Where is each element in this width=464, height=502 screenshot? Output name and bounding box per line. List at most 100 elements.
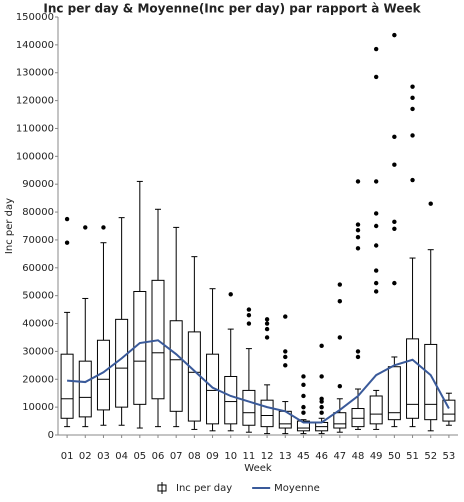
outlier: [264, 317, 270, 322]
x-tick-label: 06: [152, 451, 165, 462]
outlier: [101, 225, 106, 230]
box: [133, 290, 147, 405]
box: [187, 331, 201, 422]
x-tick-label: 47: [333, 451, 346, 462]
y-tick-label: 150000: [16, 12, 54, 23]
y-tick-label: 100000: [16, 151, 54, 162]
x-tick-label: 50: [388, 451, 401, 462]
outlier: [337, 282, 343, 287]
outlier: [355, 246, 361, 251]
y-tick-label: 20000: [22, 374, 54, 385]
x-tick-label: 09: [206, 451, 219, 462]
outlier: [319, 396, 324, 401]
y-tick-label: 130000: [16, 68, 54, 79]
y-tick-label: 30000: [22, 346, 54, 357]
x-tick-label: 46: [315, 451, 328, 462]
outlier: [392, 134, 397, 140]
outlier: [373, 211, 379, 216]
x-tick-label: 11: [243, 451, 256, 462]
outlier: [373, 280, 379, 286]
x-tick-label: 45: [297, 451, 310, 462]
outlier: [64, 240, 70, 245]
chart-title: Inc per day & Moyenne(Inc per day) par r…: [43, 2, 421, 16]
outlier: [392, 280, 397, 286]
outlier: [410, 106, 415, 112]
box: [115, 318, 129, 408]
outlier: [392, 226, 397, 231]
x-tick-label: 12: [261, 451, 274, 462]
y-tick-label: 70000: [22, 235, 54, 246]
legend-label: Inc per day: [176, 483, 232, 494]
outlier: [373, 74, 379, 80]
y-tick-label: 0: [48, 430, 54, 441]
x-tick-label: 51: [406, 451, 419, 462]
outlier: [373, 268, 379, 273]
y-tick-label: 120000: [16, 96, 54, 107]
outlier: [319, 404, 324, 410]
outlier: [337, 335, 343, 340]
y-tick-label: 50000: [22, 291, 54, 302]
outlier: [337, 299, 343, 304]
outlier: [283, 349, 288, 354]
x-tick-label: 01: [61, 451, 74, 462]
legend-label: Moyenne: [274, 483, 320, 494]
outlier: [301, 382, 306, 388]
outlier: [246, 321, 252, 326]
outlier: [301, 374, 306, 379]
x-axis-label: Week: [244, 463, 272, 474]
x-tick-label: 49: [370, 451, 383, 462]
outlier: [355, 234, 361, 240]
y-tick-label: 80000: [22, 207, 54, 218]
x-tick-label: 02: [79, 451, 92, 462]
x-tick-label: 10: [224, 451, 237, 462]
x-tick-label: 03: [97, 451, 110, 462]
outlier: [64, 216, 70, 222]
y-tick-label: 60000: [22, 263, 54, 274]
outlier: [301, 410, 306, 415]
outlier: [410, 95, 415, 101]
outlier: [355, 179, 361, 184]
x-tick-label: 05: [133, 451, 146, 462]
outlier: [373, 46, 379, 52]
outlier: [392, 162, 397, 167]
outlier: [355, 349, 361, 354]
outlier: [373, 289, 379, 294]
x-tick-label: 13: [279, 451, 292, 462]
box: [78, 360, 92, 418]
outlier: [283, 354, 288, 360]
box: [296, 420, 310, 432]
outlier: [355, 354, 361, 360]
outlier: [355, 227, 361, 233]
box: [260, 399, 274, 428]
outlier: [392, 32, 397, 38]
outlier: [283, 363, 288, 368]
outlier: [410, 84, 415, 89]
outlier: [264, 321, 270, 326]
x-tick-label: 53: [443, 451, 456, 462]
y-axis-label: Inc per day: [4, 198, 15, 254]
x-tick-label: 04: [115, 451, 128, 462]
box: [369, 395, 383, 425]
box: [169, 320, 183, 412]
box: [406, 338, 420, 419]
outlier: [319, 343, 324, 349]
outlier: [301, 404, 306, 410]
y-tick-label: 10000: [22, 402, 54, 413]
x-tick-label: 48: [352, 451, 365, 462]
x-tick-label: 07: [170, 451, 183, 462]
outlier: [373, 243, 379, 248]
outlier: [319, 410, 324, 415]
mean-line: [67, 339, 450, 424]
y-tick-label: 90000: [22, 179, 54, 190]
outlier: [264, 326, 270, 332]
outlier: [301, 393, 306, 399]
outlier: [319, 374, 324, 379]
y-tick-label: 40000: [22, 319, 54, 330]
x-tick-label: 08: [188, 451, 201, 462]
outlier: [246, 307, 252, 312]
box: [224, 375, 238, 425]
y-tick-label: 140000: [16, 40, 54, 51]
outlier: [283, 314, 288, 319]
box: [387, 366, 401, 421]
